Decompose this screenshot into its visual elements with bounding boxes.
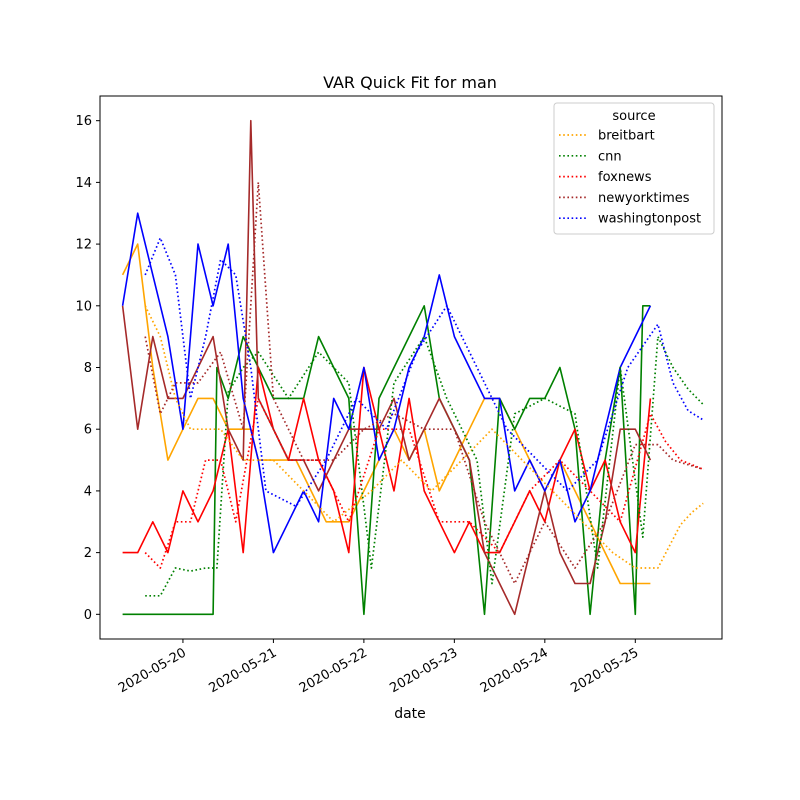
y-tick-label: 10 <box>75 299 92 314</box>
y-axis: 0 2 4 6 8 10 12 14 16 <box>75 114 100 623</box>
y-tick-label: 14 <box>75 176 92 191</box>
legend: source breitbart cnn foxnews newyorktimes wa… <box>553 102 715 235</box>
legend-label-cnn: cnn <box>598 149 622 164</box>
y-tick-label: 0 <box>84 608 92 623</box>
chart-title: VAR Quick Fit for man <box>323 73 497 92</box>
y-tick-label: 8 <box>84 361 92 376</box>
legend-title: source <box>612 109 655 124</box>
series-line-foxnews-solid <box>122 366 652 554</box>
y-tick-label: 2 <box>84 546 92 561</box>
y-tick-label: 16 <box>75 114 92 129</box>
y-tick-label: 6 <box>84 423 92 438</box>
series-line-cnn-solid <box>122 304 651 616</box>
x-axis-label: date <box>394 706 426 722</box>
series-line-newyorktimes-dotted <box>144 181 704 585</box>
y-tick-label: 12 <box>75 238 92 253</box>
legend-box <box>553 102 715 235</box>
series-layer <box>121 119 704 616</box>
legend-label-newyorktimes: newyorktimes <box>598 191 690 206</box>
y-tick-label: 4 <box>84 484 92 499</box>
legend-label-washingtonpost: washingtonpost <box>598 212 701 227</box>
legend-label-foxnews: foxnews <box>598 170 652 185</box>
series-line-cnn-dotted <box>145 335 704 597</box>
series-line-washingtonpost-solid <box>121 212 652 554</box>
legend-label-breitbart: breitbart <box>598 129 655 144</box>
series-line-breitbart-dotted <box>144 305 704 569</box>
